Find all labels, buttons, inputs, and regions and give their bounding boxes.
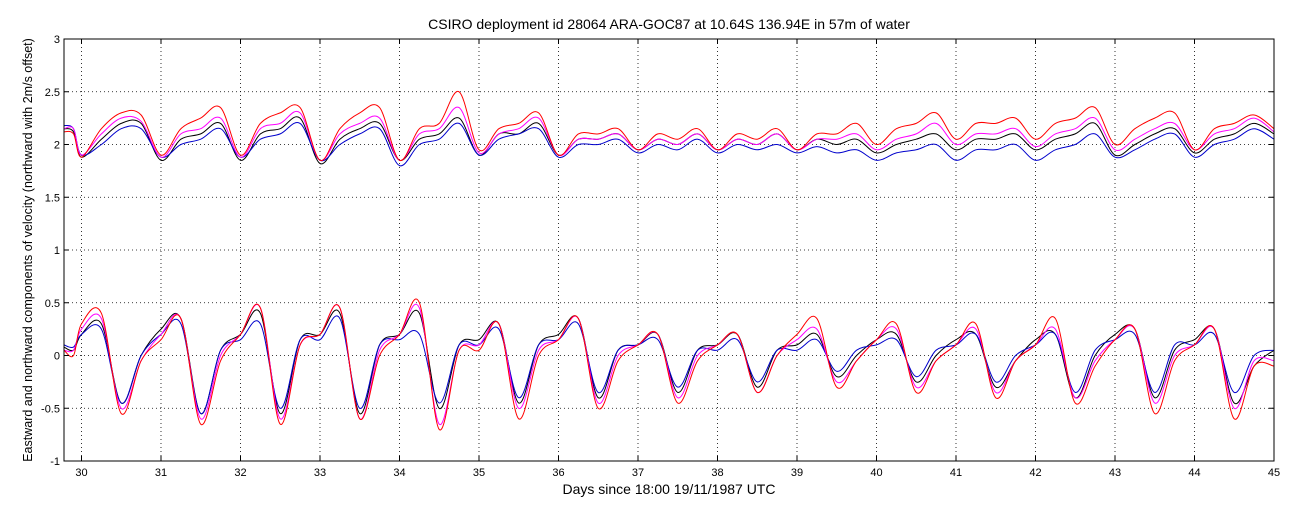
series-line-black-northward bbox=[63, 116, 1275, 165]
y-tick-label: -0.5 bbox=[41, 403, 60, 415]
series-line-red-eastward bbox=[63, 298, 1275, 430]
x-tick-label: 42 bbox=[1029, 467, 1041, 479]
x-tick-label: 41 bbox=[950, 467, 962, 479]
x-tick-label: 44 bbox=[1188, 467, 1200, 479]
series-line-magenta-northward bbox=[63, 106, 1275, 161]
y-tick-label: 0 bbox=[54, 351, 60, 363]
x-tick-label: 37 bbox=[632, 467, 644, 479]
x-tick-label: 43 bbox=[1109, 467, 1121, 479]
x-tick-label: 38 bbox=[711, 467, 723, 479]
series-lines bbox=[63, 91, 1275, 430]
y-tick-label: 1.5 bbox=[45, 192, 60, 204]
series-line-red-northward bbox=[63, 91, 1275, 161]
x-tick-label: 35 bbox=[473, 467, 485, 479]
y-tick-label: 1 bbox=[54, 245, 60, 257]
x-axis-label: Days since 18:00 19/11/1987 UTC bbox=[563, 481, 776, 497]
x-tick-label: 30 bbox=[75, 467, 87, 479]
y-tick-label: 0.5 bbox=[45, 298, 60, 310]
series-line-magenta-eastward bbox=[63, 304, 1275, 425]
x-tick-label: 31 bbox=[155, 467, 167, 479]
x-tick-label: 34 bbox=[393, 467, 405, 479]
grid-lines bbox=[64, 39, 1274, 461]
chart-title: CSIRO deployment id 28064 ARA-GOC87 at 1… bbox=[428, 16, 910, 32]
y-tick-label: 2 bbox=[54, 140, 60, 152]
x-tick-label: 40 bbox=[870, 467, 882, 479]
y-axis-label: Eastward and northward components of vel… bbox=[21, 38, 35, 462]
x-tick-label: 39 bbox=[791, 467, 803, 479]
x-tick-label: 36 bbox=[552, 467, 564, 479]
y-tick-label: 2.5 bbox=[45, 87, 60, 99]
axis-ticks: 30 31 32 33 34 35 36 37 38 39 40 41 42 43 44 45-1-0.500… bbox=[41, 34, 1280, 479]
series-line-blue-northward bbox=[63, 121, 1275, 167]
x-tick-label: 33 bbox=[314, 467, 326, 479]
y-tick-label: -1 bbox=[50, 456, 60, 468]
y-tick-label: 3 bbox=[54, 34, 60, 46]
x-tick-label: 45 bbox=[1268, 467, 1280, 479]
x-tick-label: 32 bbox=[234, 467, 246, 479]
